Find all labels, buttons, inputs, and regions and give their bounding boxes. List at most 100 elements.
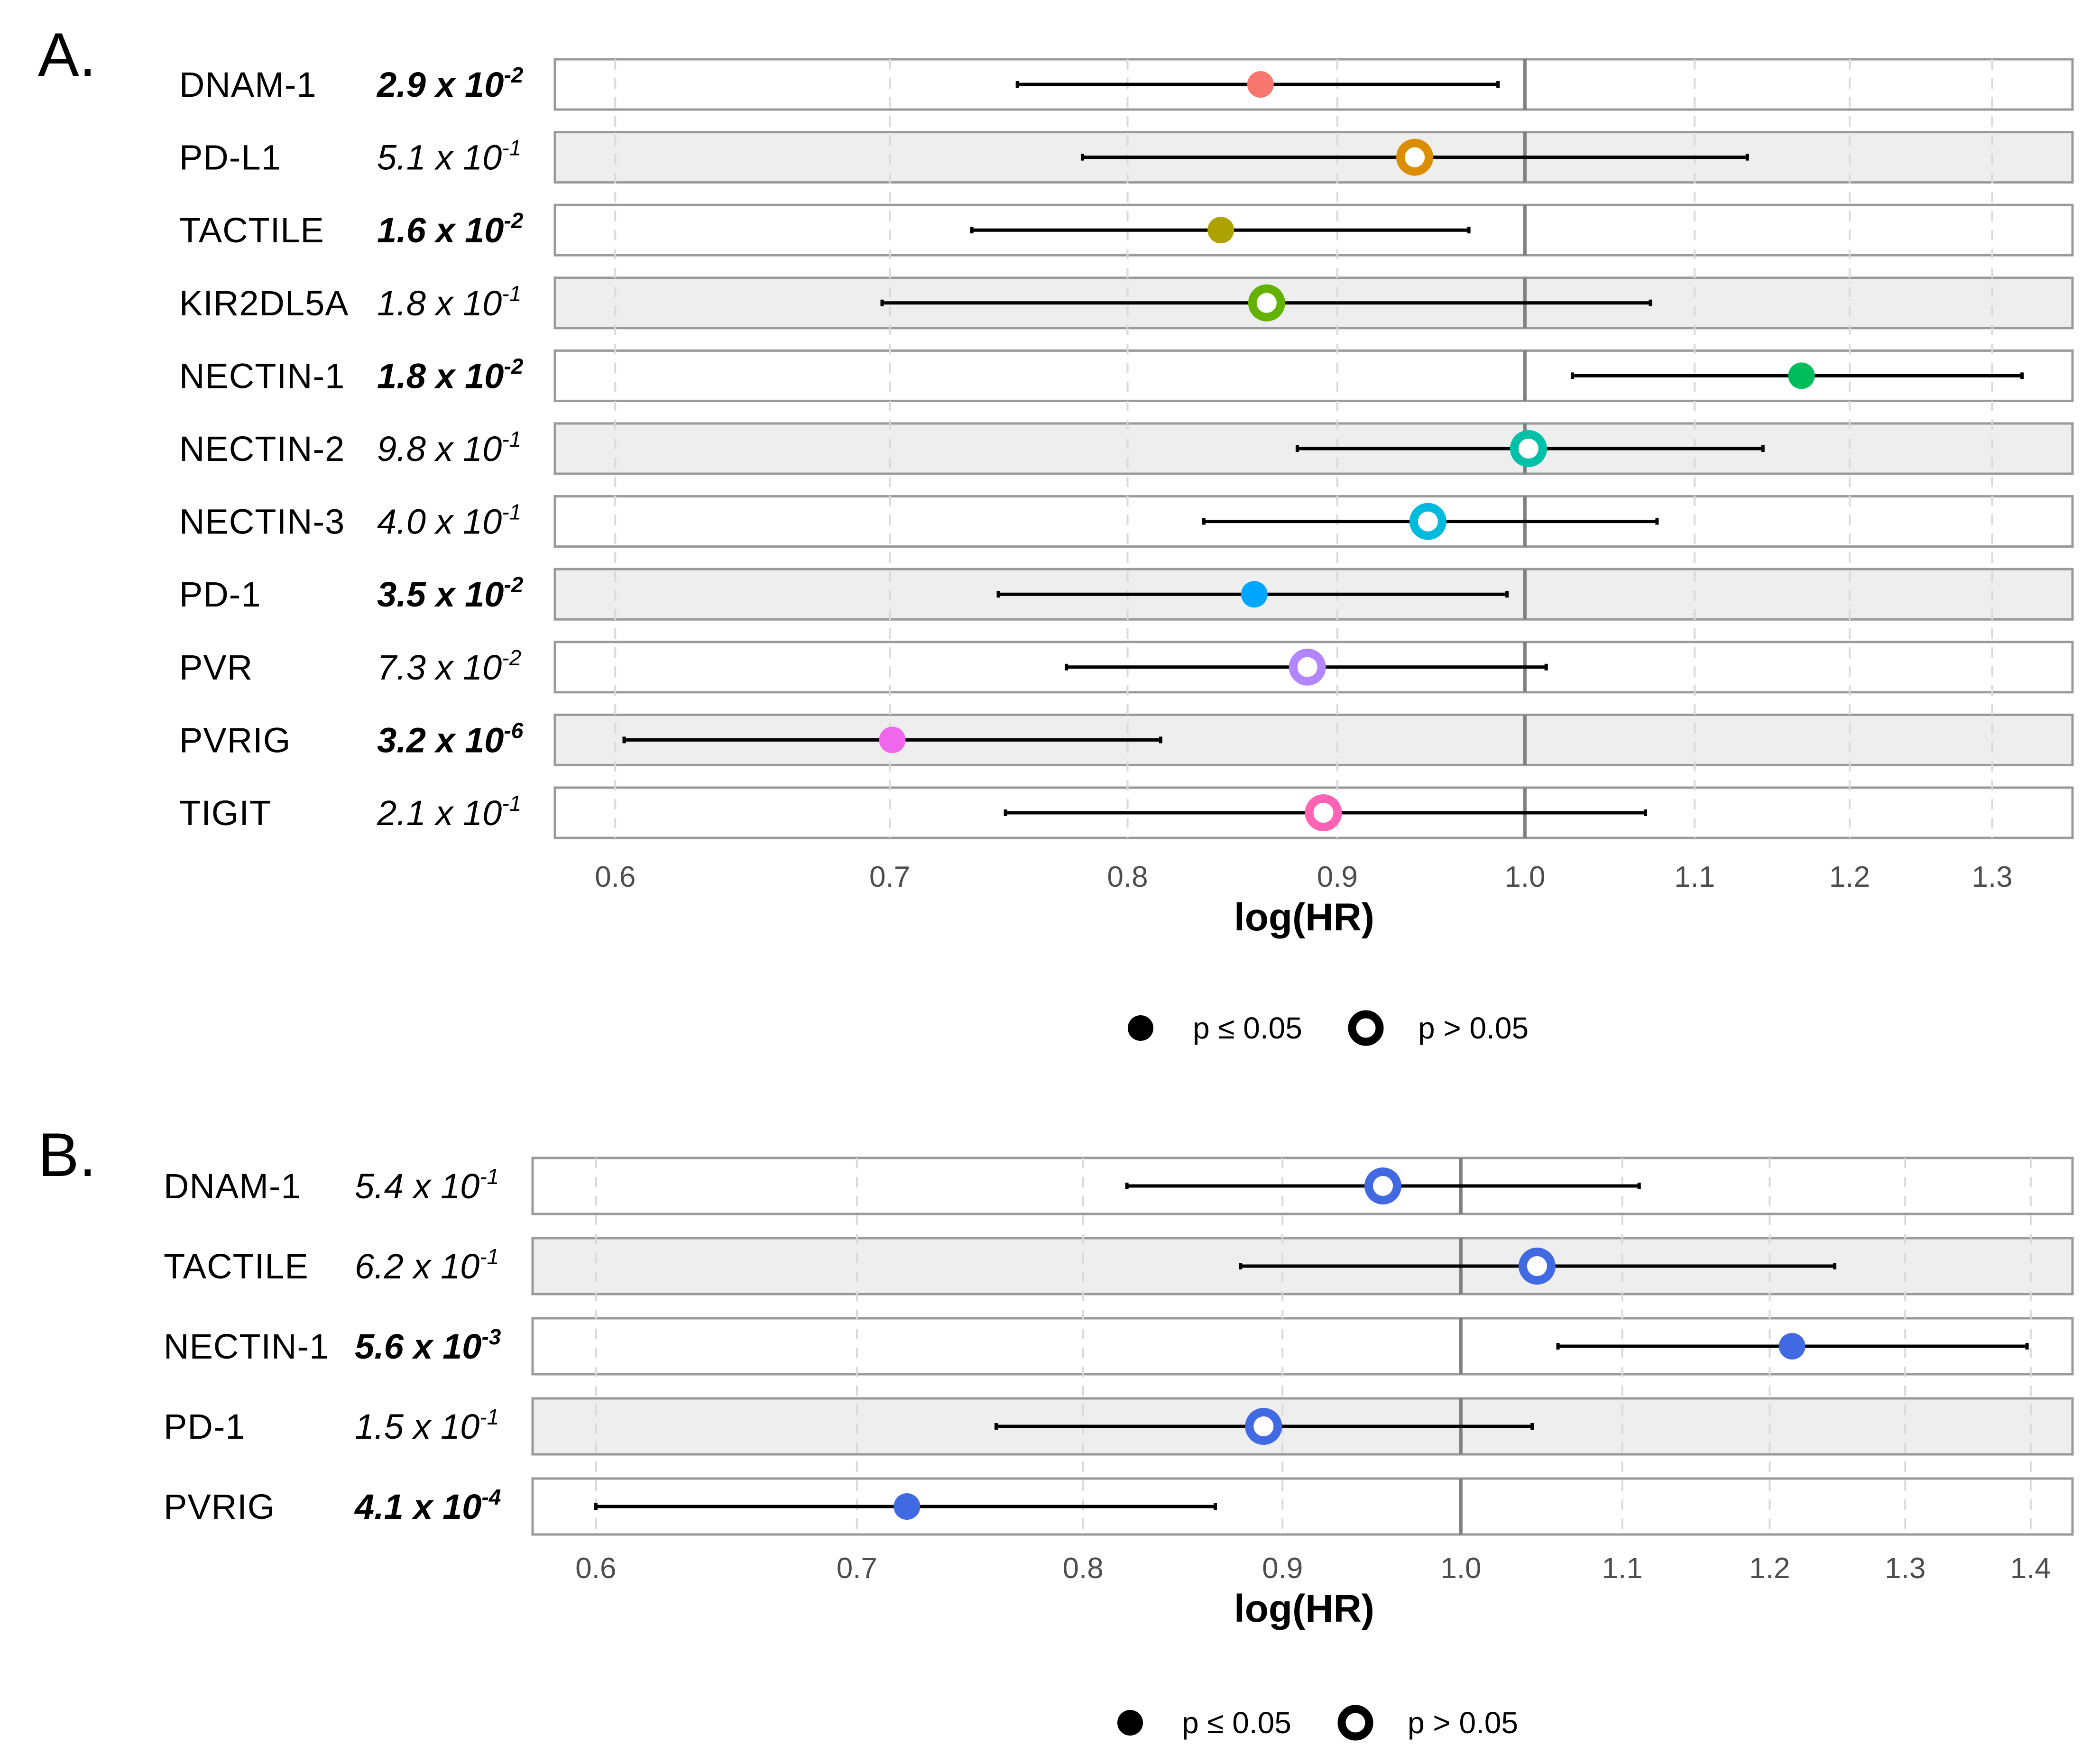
legend-nonsig-label: p > 0.05 bbox=[1418, 1011, 1529, 1045]
x-tick-label: 0.7 bbox=[837, 1552, 877, 1585]
p-value-exponent: -1 bbox=[502, 500, 521, 524]
p-value-exponent: -2 bbox=[504, 572, 523, 597]
p-value-exponent: -2 bbox=[504, 63, 523, 87]
hr-point-filled bbox=[879, 726, 906, 753]
legend-open-marker bbox=[1337, 1705, 1373, 1741]
p-value: 3.2 x 10-6 bbox=[377, 718, 524, 760]
hr-point-open bbox=[1510, 430, 1547, 467]
x-tick-label: 0.9 bbox=[1317, 861, 1358, 893]
x-tick-label: 1.0 bbox=[1504, 861, 1545, 893]
hr-point-filled bbox=[1778, 1333, 1805, 1360]
panel-a: A. DNAM-1 2.9 x 10-2PD-L1 5.1 x 10-1TACTILE… bbox=[38, 20, 2074, 1046]
p-value: 9.8 x 10-1 bbox=[377, 427, 521, 469]
legend-sig-label: p ≤ 0.05 bbox=[1182, 1706, 1291, 1740]
x-tick-label: 1.2 bbox=[1749, 1552, 1790, 1585]
x-tick-label: 0.6 bbox=[575, 1552, 616, 1585]
p-value-exponent: -1 bbox=[479, 1164, 499, 1189]
p-value-exponent: -1 bbox=[479, 1244, 499, 1269]
row-label: PVRIG bbox=[164, 1487, 275, 1526]
hr-point-open bbox=[1409, 503, 1446, 540]
p-value-mantissa: 1.6 x 10 bbox=[377, 211, 504, 250]
x-tick-label: 1.4 bbox=[2010, 1552, 2051, 1585]
hr-point-open bbox=[1248, 284, 1285, 322]
p-value: 5.1 x 10-1 bbox=[377, 136, 521, 177]
p-value-mantissa: 2.1 x 10 bbox=[377, 793, 502, 833]
p-value: 7.3 x 10-2 bbox=[377, 645, 521, 687]
p-value: 3.5 x 10-2 bbox=[377, 572, 524, 614]
row-label: DNAM-1 bbox=[164, 1167, 301, 1206]
hr-point-filled bbox=[894, 1493, 921, 1520]
p-value-exponent: -1 bbox=[502, 136, 521, 160]
x-tick-label: 1.2 bbox=[1829, 861, 1870, 893]
x-tick-label: 1.1 bbox=[1602, 1552, 1643, 1585]
p-value-mantissa: 5.4 x 10 bbox=[355, 1167, 479, 1206]
row-label: PD-1 bbox=[179, 575, 261, 614]
x-tick-label: 0.8 bbox=[1107, 861, 1148, 893]
p-value: 1.6 x 10-2 bbox=[377, 208, 524, 250]
row-label: NECTIN-3 bbox=[179, 502, 345, 542]
hr-point-open bbox=[1305, 794, 1342, 831]
legend-open-marker bbox=[1348, 1010, 1384, 1046]
row-label: PVR bbox=[179, 648, 253, 687]
p-value-exponent: -1 bbox=[479, 1405, 499, 1429]
p-value-mantissa: 4.0 x 10 bbox=[377, 502, 502, 542]
p-value-exponent: -6 bbox=[504, 718, 523, 743]
legend-nonsig-label: p > 0.05 bbox=[1408, 1706, 1518, 1740]
hr-point-open bbox=[1245, 1408, 1282, 1445]
hr-point-filled bbox=[1788, 362, 1815, 389]
p-value: 5.4 x 10-1 bbox=[355, 1164, 499, 1206]
p-value-exponent: -3 bbox=[481, 1324, 501, 1349]
p-value-exponent: -2 bbox=[504, 208, 523, 233]
row-label: PD-L1 bbox=[179, 138, 281, 177]
hr-point-filled bbox=[1241, 581, 1268, 608]
row-label: KIR2DL5A bbox=[179, 284, 349, 323]
p-value-mantissa: 9.8 x 10 bbox=[377, 429, 502, 469]
p-value: 1.5 x 10-1 bbox=[355, 1405, 499, 1446]
panel-letter: B. bbox=[38, 1120, 96, 1189]
p-value-mantissa: 1.5 x 10 bbox=[355, 1407, 479, 1446]
row-label: TACTILE bbox=[179, 211, 324, 250]
hr-point-open bbox=[1518, 1248, 1556, 1285]
legend-filled-marker bbox=[1117, 1710, 1143, 1736]
row-panel bbox=[553, 568, 2074, 621]
p-value-exponent: -1 bbox=[502, 791, 521, 816]
x-tick-label: 0.6 bbox=[595, 861, 636, 893]
x-tick-label: 1.0 bbox=[1440, 1552, 1481, 1585]
p-value-mantissa: 1.8 x 10 bbox=[377, 284, 502, 323]
x-axis-title: log(HR) bbox=[1234, 1587, 1374, 1630]
p-value-mantissa: 5.1 x 10 bbox=[377, 138, 502, 177]
row-label: NECTIN-1 bbox=[179, 356, 345, 395]
row-label: NECTIN-2 bbox=[179, 429, 345, 469]
row-label: TIGIT bbox=[179, 793, 271, 833]
legend: p ≤ 0.05 p > 0.05 bbox=[1117, 1705, 1518, 1741]
x-tick-label: 0.9 bbox=[1262, 1552, 1303, 1585]
p-value-exponent: -1 bbox=[502, 281, 521, 306]
p-value-mantissa: 2.9 x 10 bbox=[376, 65, 504, 104]
p-value-exponent: -1 bbox=[502, 427, 521, 451]
p-value: 2.1 x 10-1 bbox=[377, 791, 521, 833]
x-tick-label: 1.1 bbox=[1674, 861, 1715, 893]
hr-point-open bbox=[1289, 648, 1326, 686]
row-label: PVRIG bbox=[179, 720, 291, 760]
p-value-mantissa: 3.2 x 10 bbox=[377, 720, 504, 760]
p-value-exponent: -2 bbox=[504, 354, 523, 378]
p-value-exponent: -4 bbox=[481, 1485, 501, 1509]
hr-point-filled bbox=[1247, 71, 1274, 98]
p-value: 6.2 x 10-1 bbox=[355, 1244, 499, 1286]
p-value-mantissa: 4.1 x 10 bbox=[354, 1487, 481, 1526]
x-tick-label: 0.8 bbox=[1063, 1552, 1104, 1585]
hr-point-open bbox=[1396, 138, 1434, 176]
x-axis-title: log(HR) bbox=[1234, 896, 1374, 939]
p-value: 4.1 x 10-4 bbox=[354, 1485, 501, 1526]
row-label: TACTILE bbox=[164, 1247, 309, 1286]
p-value-mantissa: 1.8 x 10 bbox=[377, 356, 504, 395]
p-value: 5.6 x 10-3 bbox=[355, 1324, 501, 1366]
legend-filled-marker bbox=[1128, 1015, 1153, 1041]
p-value-mantissa: 3.5 x 10 bbox=[377, 575, 504, 614]
legend-sig-label: p ≤ 0.05 bbox=[1193, 1011, 1302, 1045]
panel-letter: A. bbox=[38, 20, 96, 89]
p-value: 2.9 x 10-2 bbox=[376, 63, 524, 104]
p-value: 1.8 x 10-1 bbox=[377, 281, 521, 323]
